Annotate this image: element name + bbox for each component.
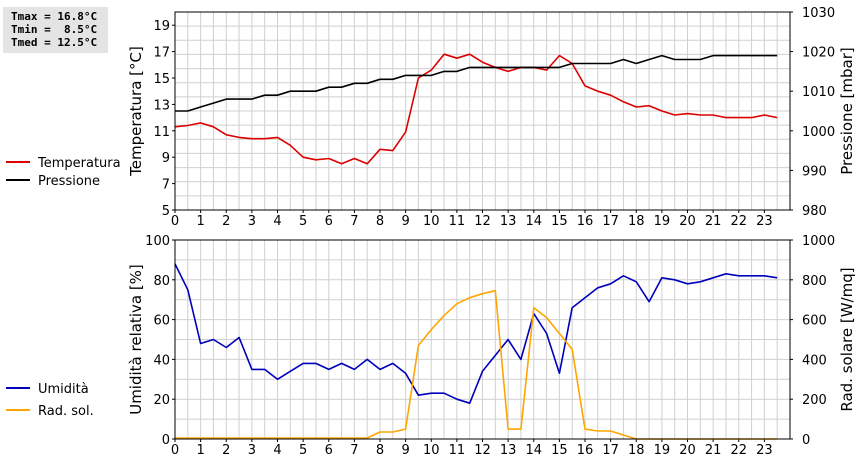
- x-tick-label: 12: [474, 443, 491, 458]
- x-tick-label: 3: [248, 214, 256, 229]
- y-tick-label: 7: [162, 178, 170, 193]
- y-tick-label: 40: [153, 353, 170, 368]
- x-tick-label: 10: [423, 214, 440, 229]
- tmax-label: Tmax = 16.8°C: [11, 10, 98, 23]
- x-tick-label: 12: [474, 214, 491, 229]
- series-line-umidit-: [174, 263, 778, 405]
- x-tick-label: 7: [350, 443, 358, 458]
- y2-tick-label: 400: [802, 353, 827, 368]
- y2-axis-title: Pressione [mbar]: [838, 47, 856, 175]
- y-tick-label: 100: [145, 234, 170, 249]
- x-tick-label: 18: [628, 214, 645, 229]
- x-tick-label: 20: [679, 443, 696, 458]
- series-line-temperatura: [174, 53, 778, 165]
- x-tick-label: 16: [577, 443, 594, 458]
- series-line-pressione: [175, 54, 778, 112]
- y-tick-label: 17: [153, 46, 170, 61]
- y-tick-label: 5: [162, 204, 170, 219]
- x-tick-label: 22: [730, 443, 747, 458]
- x-tick-label: 10: [423, 443, 440, 458]
- x-tick-label: 14: [525, 443, 542, 458]
- y-tick-label: 15: [153, 72, 170, 87]
- x-tick-label: 4: [273, 443, 281, 458]
- y2-tick-label: 990: [802, 164, 827, 179]
- x-tick-label: 18: [628, 443, 645, 458]
- y-axis-title: Umidità relativa [%]: [127, 264, 145, 415]
- y2-axis-title: Rad. solare [W/mq]: [838, 267, 856, 411]
- y-tick-label: 80: [153, 274, 170, 289]
- legend-label: Pressione: [38, 174, 100, 189]
- legend-label: Umidità: [38, 382, 89, 397]
- y2-tick-label: 200: [802, 393, 827, 408]
- y-tick-label: 20: [153, 393, 170, 408]
- x-tick-label: 23: [756, 443, 773, 458]
- series-line-rad-sol-: [175, 289, 778, 440]
- x-tick-label: 17: [602, 214, 619, 229]
- tmed-label: Tmed = 12.5°C: [11, 36, 98, 49]
- x-tick-label: 19: [654, 443, 671, 458]
- x-tick-label: 19: [654, 214, 671, 229]
- y2-tick-label: 980: [802, 204, 827, 219]
- x-tick-label: 21: [705, 443, 722, 458]
- plot-frame: [174, 239, 791, 440]
- x-tick-label: 6: [325, 214, 333, 229]
- x-tick-label: 5: [299, 214, 307, 229]
- y2-tick-label: 1020: [802, 46, 835, 61]
- y-tick-label: 19: [153, 19, 170, 34]
- plot-frame: [174, 11, 791, 211]
- x-tick-label: 9: [401, 214, 409, 229]
- x-tick-label: 4: [273, 214, 281, 229]
- x-tick-label: 2: [222, 214, 230, 229]
- x-tick-label: 9: [401, 443, 409, 458]
- x-tick-label: 22: [730, 214, 747, 229]
- y2-tick-label: 1000: [802, 125, 835, 140]
- x-tick-label: 8: [376, 214, 384, 229]
- x-tick-label: 11: [449, 214, 466, 229]
- x-tick-label: 14: [525, 214, 542, 229]
- y-tick-label: 13: [153, 98, 170, 113]
- x-tick-label: 1: [196, 214, 204, 229]
- x-tick-label: 7: [350, 214, 358, 229]
- x-tick-label: 0: [171, 214, 179, 229]
- y-tick-label: 60: [153, 314, 170, 329]
- x-tick-label: 5: [299, 443, 307, 458]
- x-tick-label: 23: [756, 214, 773, 229]
- y2-tick-label: 1010: [802, 85, 835, 100]
- y-axis-title: Temperatura [°C]: [127, 46, 145, 177]
- y-tick-label: 11: [153, 125, 170, 140]
- x-tick-label: 6: [325, 443, 333, 458]
- x-tick-label: 0: [171, 443, 179, 458]
- x-tick-label: 8: [376, 443, 384, 458]
- x-tick-label: 13: [500, 214, 517, 229]
- stats-box: Tmax = 16.8°C Tmin = 8.5°C Tmed = 12.5°C: [3, 7, 108, 53]
- x-tick-label: 17: [602, 443, 619, 458]
- y2-tick-label: 600: [802, 314, 827, 329]
- y2-tick-label: 800: [802, 274, 827, 289]
- y2-tick-label: 0: [802, 433, 810, 448]
- x-tick-label: 16: [577, 214, 594, 229]
- x-tick-label: 21: [705, 214, 722, 229]
- x-tick-label: 3: [248, 443, 256, 458]
- x-tick-label: 15: [551, 443, 568, 458]
- y2-tick-label: 1030: [802, 6, 835, 21]
- x-tick-label: 15: [551, 214, 568, 229]
- x-tick-label: 13: [500, 443, 517, 458]
- legend-label: Rad. sol.: [38, 404, 94, 419]
- y2-tick-label: 1000: [802, 234, 835, 249]
- x-tick-label: 20: [679, 214, 696, 229]
- legend-label: Temperatura: [37, 156, 121, 171]
- tmin-label: Tmin = 8.5°C: [11, 23, 98, 36]
- y-tick-label: 9: [162, 151, 170, 166]
- x-tick-label: 11: [449, 443, 466, 458]
- y-tick-label: 0: [162, 433, 170, 448]
- x-tick-label: 1: [196, 443, 204, 458]
- x-tick-label: 2: [222, 443, 230, 458]
